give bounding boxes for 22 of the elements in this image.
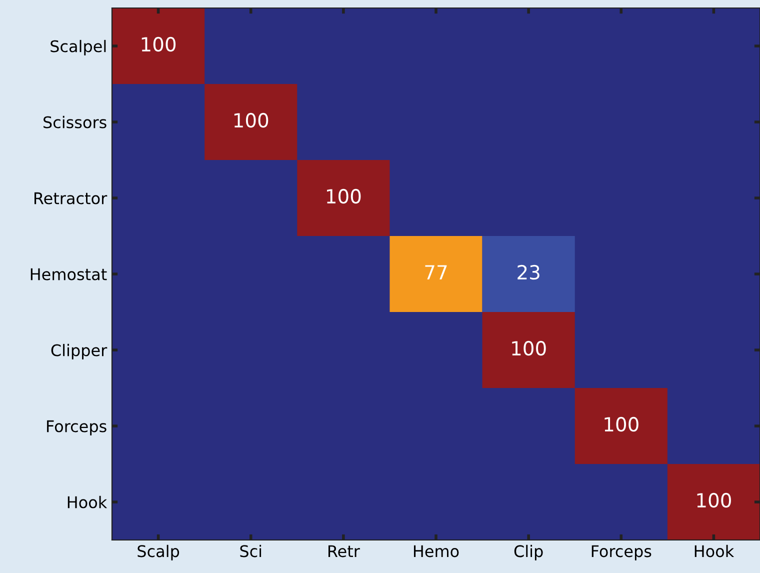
y-tick-label: Forceps <box>47 420 106 436</box>
x-tick-label: Sci <box>240 544 262 558</box>
data-label: 77 <box>425 265 447 280</box>
y-tick-label: Retractor <box>34 192 108 204</box>
y-tick-label: Scissors <box>44 116 106 128</box>
data-label: 100 <box>327 188 361 204</box>
y-tick-label: Hemostat <box>30 268 107 280</box>
data-label: 100 <box>604 416 638 432</box>
x-tick-label: Scalp <box>138 544 180 560</box>
y-tick-label: Hook <box>68 496 108 508</box>
x-tick-label: Hemo <box>414 545 459 558</box>
x-tick-label: Retr <box>328 545 360 558</box>
x-tick-label: Forceps <box>592 545 652 560</box>
data-label: 100 <box>512 340 546 356</box>
data-label: 100 <box>142 36 176 52</box>
x-tick-label: Clip <box>514 544 543 560</box>
data-label: 100 <box>697 492 731 508</box>
data-label: 100 <box>234 112 268 128</box>
x-tick-label: Hook <box>694 544 734 558</box>
y-tick-label: Scalpel <box>50 40 106 56</box>
y-tick-label: Clipper <box>51 344 108 360</box>
data-label: 23 <box>518 264 540 280</box>
